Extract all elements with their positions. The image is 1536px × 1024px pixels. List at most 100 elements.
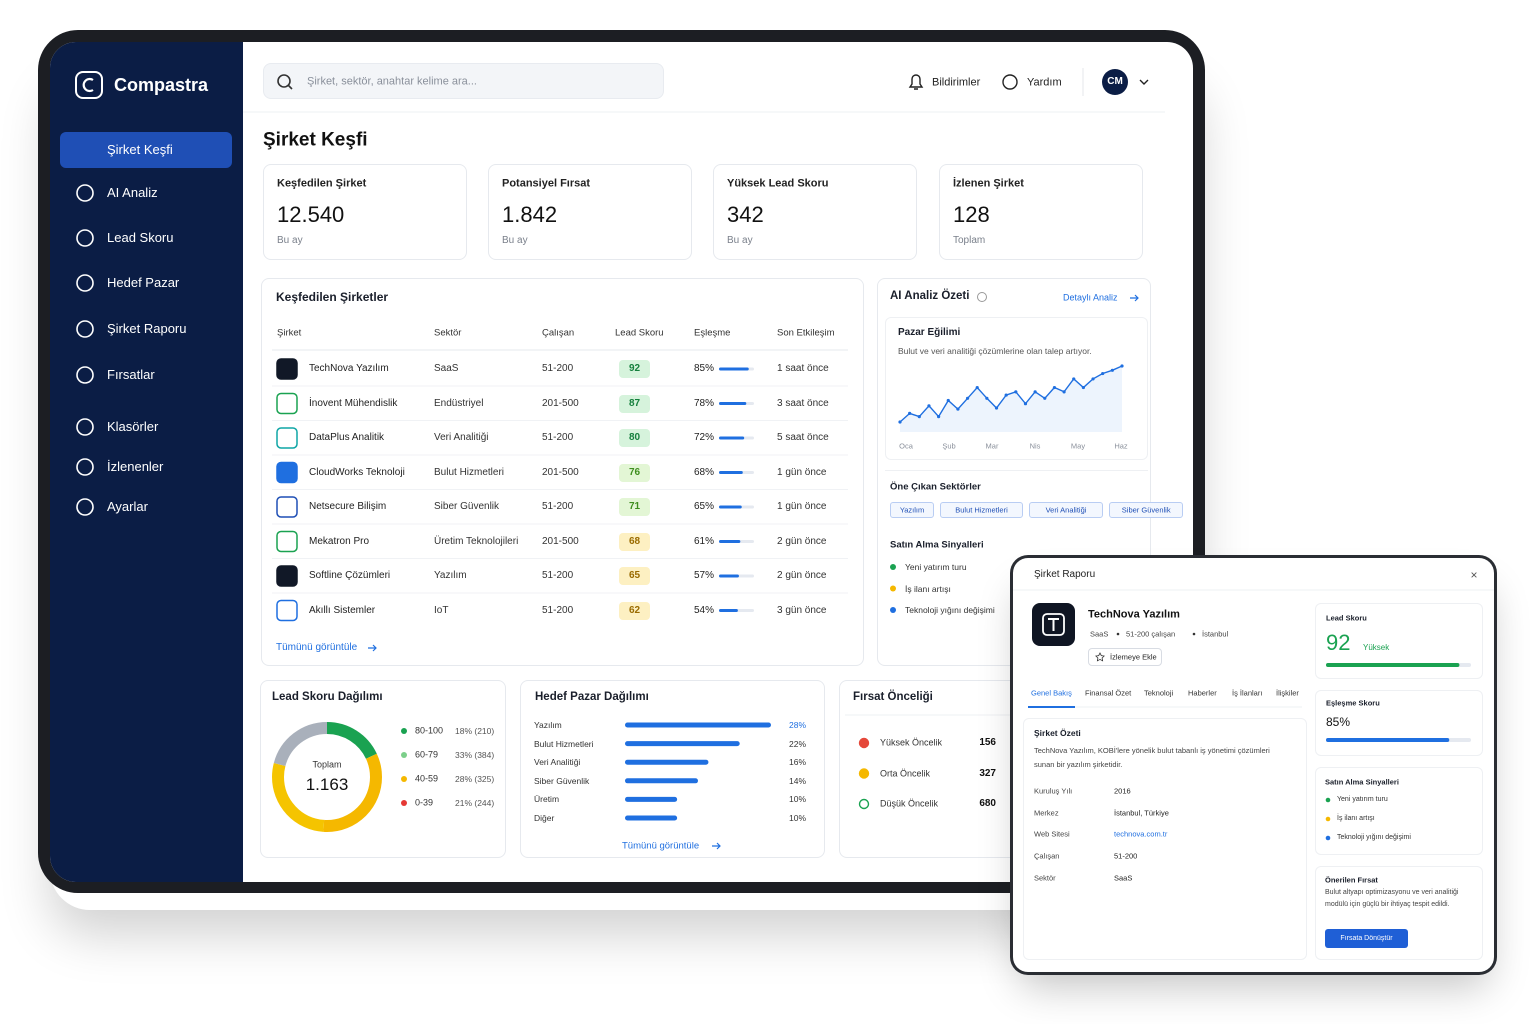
fact-key: Merkez — [1034, 808, 1059, 818]
company-sector: Üretim Teknolojileri — [434, 535, 519, 547]
priority-value: 156 — [979, 737, 996, 748]
company-name: İnovent Mühendislik — [309, 397, 398, 409]
report-tab[interactable]: Haberler — [1188, 688, 1217, 698]
opportunity-button[interactable] — [1325, 929, 1408, 948]
report-tab[interactable]: İlişkiler — [1276, 688, 1299, 698]
sidebar-item[interactable]: İzlenenler — [107, 459, 164, 475]
fact-value[interactable]: technova.com.tr — [1114, 829, 1168, 839]
market-value: 16% — [789, 757, 807, 768]
sidebar-item[interactable]: Fırsatlar — [107, 367, 155, 383]
sidebar-item[interactable]: Lead Skoru — [107, 230, 174, 246]
market-value: 22% — [789, 738, 807, 749]
score-value: 87 — [628, 397, 641, 409]
summary-title: Şirket Özeti — [1034, 727, 1081, 738]
stat-note: Bu ay — [727, 235, 753, 246]
table-header: Çalışan — [542, 327, 575, 339]
opportunity-card — [1315, 866, 1483, 960]
priority-title: Fırsat Önceliği — [853, 691, 933, 704]
sidebar-item[interactable]: Klasörler — [107, 419, 159, 435]
opportunity-button-label[interactable]: Fırsata Dönüştür — [1340, 934, 1393, 942]
companies-link[interactable]: Tümünü görüntüle — [276, 642, 358, 653]
report-tab[interactable]: Teknoloji — [1144, 688, 1174, 698]
match-label: 72% — [694, 432, 715, 443]
legend-range: 80-100 — [415, 725, 444, 736]
sectors-box — [885, 470, 1148, 530]
report-signal: Teknoloji yığını değişimi — [1337, 833, 1411, 841]
report-signals-card — [1315, 767, 1483, 855]
table-header: Son Etkileşim — [777, 327, 835, 339]
search-placeholder: Şirket, sektör, anahtar kelime ara... — [307, 75, 477, 88]
sidebar-item[interactable]: Şirket Raporu — [107, 321, 187, 337]
sidebar-item[interactable]: Şirket Keşfi — [107, 142, 173, 158]
notifications[interactable]: Bildirimler — [932, 76, 981, 89]
score-value: 80 — [628, 432, 641, 443]
last-interaction: 1 gün önce — [777, 501, 827, 512]
score-value: 68 — [628, 535, 641, 547]
score-value: 92 — [628, 363, 641, 374]
stat-label: Keşfedilen Şirket — [277, 177, 367, 190]
fact-key: Sektör — [1034, 873, 1056, 883]
score-badge — [619, 601, 650, 620]
month-label: Mar — [985, 441, 999, 451]
company-employees: 201-500 — [542, 466, 579, 478]
month-label: Nis — [1029, 441, 1041, 451]
opportunity-text: Bulut altyapı optimizasyonu ve veri anal… — [1325, 889, 1459, 908]
fact-key: Web Sitesi — [1034, 829, 1070, 839]
stat-label: Potansiyel Fırsat — [502, 177, 591, 190]
report-meta: SaaS — [1090, 629, 1109, 639]
company-sector: SaaS — [434, 363, 459, 374]
company-sector: Siber Güvenlik — [434, 501, 500, 512]
company-sector: Veri Analitiği — [434, 432, 489, 443]
market-title: Hedef Pazar Dağılımı — [535, 691, 649, 704]
market-link[interactable]: Tümünü görüntüle — [622, 840, 700, 852]
lead-card — [260, 680, 506, 858]
stat-card — [939, 164, 1143, 260]
month-label: Şub — [942, 441, 956, 451]
table-header: Şirket — [277, 327, 302, 339]
summary-text: TechNova Yazılım, KOBİ'lere yönelik bulu… — [1034, 746, 1270, 769]
market-value: 14% — [789, 775, 807, 786]
fact-key: Kuruluş Yılı — [1034, 786, 1073, 796]
report-tab[interactable]: Genel Bakış — [1031, 688, 1072, 698]
company-employees: 51-200 — [542, 363, 574, 374]
sidebar-item[interactable]: Hedef Pazar — [107, 275, 180, 291]
fact-value: 51-200 — [1114, 851, 1138, 861]
market-value: 10% — [789, 794, 807, 805]
company-sector: Yazılım — [434, 570, 467, 581]
sidebar-item[interactable]: Ayarlar — [107, 499, 148, 515]
search-box[interactable] — [263, 63, 664, 99]
modal-close[interactable]: × — [1470, 567, 1478, 582]
modal — [1013, 558, 1494, 972]
legend-value: 33% (384) — [455, 749, 495, 760]
match-label: 68% — [694, 466, 715, 478]
donut-center-label: Toplam — [312, 759, 342, 770]
watch-button-label[interactable]: İzlemeye Ekle — [1110, 652, 1157, 662]
watch-button[interactable] — [1088, 648, 1162, 666]
ai-link[interactable]: Detaylı Analiz — [1063, 292, 1118, 303]
sidebar-item[interactable]: AI Analiz — [107, 185, 158, 201]
company-sector: Bulut Hizmetleri — [434, 466, 505, 478]
stat-card — [713, 164, 917, 260]
help[interactable]: Yardım — [1027, 76, 1062, 89]
match-score-value: 85% — [1326, 714, 1351, 729]
match-label: 85% — [694, 363, 715, 374]
legend-range: 60-79 — [415, 749, 439, 760]
match-label: 57% — [694, 570, 715, 581]
signal-item: Teknoloji yığını değişimi — [905, 604, 995, 615]
signal-item: Yeni yatırım turu — [905, 561, 967, 572]
company-name: DataPlus Analitik — [309, 432, 385, 443]
modal-title: Şirket Raporu — [1034, 569, 1096, 580]
summary-card — [1023, 718, 1307, 960]
report-tab[interactable]: Finansal Özet — [1085, 688, 1132, 698]
signal-item: İş ilanı artışı — [905, 583, 951, 594]
score-value: 62 — [628, 604, 641, 616]
company-name: CloudWorks Teknoloji — [309, 466, 405, 478]
brand: Compastra — [114, 75, 209, 96]
trend-subtitle: Bulut ve veri analitiği çözümlerine olan… — [898, 345, 1092, 356]
fact-value: 2016 — [1114, 786, 1131, 796]
report-tab[interactable]: İş İlanları — [1232, 688, 1263, 698]
avatar-initials[interactable]: CM — [1107, 76, 1123, 87]
report-signal: Yeni yatırım turu — [1337, 795, 1388, 803]
sector-chip — [940, 502, 1023, 518]
legend-value: 28% (325) — [455, 773, 495, 784]
